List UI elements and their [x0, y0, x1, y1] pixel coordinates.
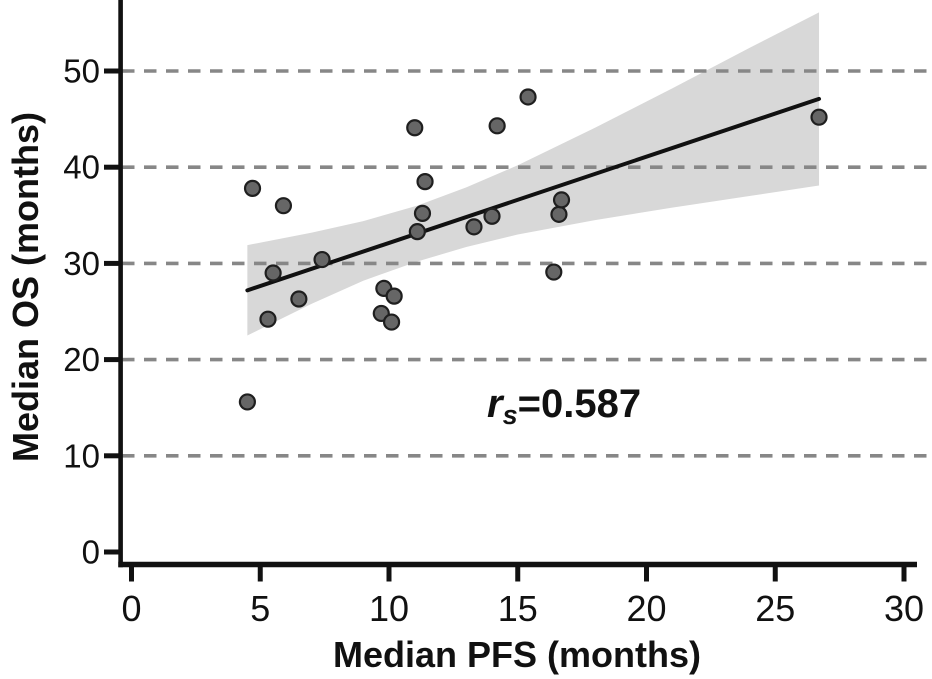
data-points-layer [238, 88, 828, 411]
regression-line-layer [245, 96, 822, 293]
x-tick-label-10: 10 [369, 588, 409, 629]
data-point [465, 218, 483, 236]
x-tick-label-30: 30 [884, 588, 924, 629]
labels-layer: 0 10 20 30 40 50 0 5 10 15 20 25 30 Median PFS (month… [5, 53, 924, 676]
data-point [382, 313, 401, 331]
data-point [406, 119, 424, 137]
y-tick-label-30: 30 [63, 245, 100, 282]
x-axis-spine [118, 561, 918, 568]
data-point [290, 290, 308, 308]
data-point [550, 205, 568, 223]
y-tick-label-40: 40 [63, 149, 100, 186]
y-axis-spine [118, 0, 123, 568]
x-tick-label-15: 15 [498, 588, 538, 629]
data-point [385, 287, 403, 305]
x-axis-title: Median PFS (months) [333, 634, 701, 675]
gridline-layer [122, 69, 930, 458]
y-tick-label-10: 10 [63, 437, 100, 474]
data-point [413, 204, 432, 222]
data-point [416, 173, 434, 191]
data-point [264, 264, 282, 282]
data-point [552, 191, 571, 209]
axes-layer [104, 0, 918, 582]
data-point [238, 393, 256, 411]
x-tick-label-20: 20 [626, 588, 666, 629]
data-point [488, 117, 506, 135]
data-point [408, 223, 426, 241]
data-point [274, 197, 293, 215]
regression-line [245, 96, 822, 293]
y-tick-label-50: 50 [63, 53, 100, 90]
x-tick-label-0: 0 [121, 588, 141, 629]
x-tick-label-5: 5 [250, 588, 270, 629]
correlation-annotation: rs=0.587 [487, 382, 641, 430]
data-point [810, 108, 828, 126]
data-point [519, 88, 537, 106]
confidence-band-layer [247, 12, 820, 336]
data-point [259, 310, 277, 328]
data-point [313, 250, 331, 269]
data-point [545, 263, 563, 281]
data-point [483, 207, 501, 225]
data-point [243, 179, 262, 197]
y-tick-label-0: 0 [82, 534, 100, 571]
y-tick-label-20: 20 [63, 341, 100, 378]
x-tick-label-25: 25 [755, 588, 795, 629]
y-axis-title: Median OS (months) [5, 112, 46, 462]
confidence-band [247, 12, 820, 336]
